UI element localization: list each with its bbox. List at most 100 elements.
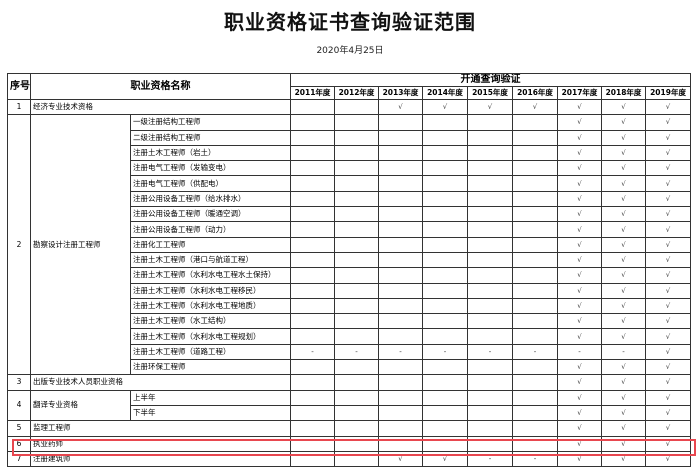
empty-cell bbox=[290, 144, 335, 162]
empty-cell bbox=[467, 206, 513, 223]
empty-cell bbox=[512, 389, 558, 406]
empty-cell bbox=[467, 251, 513, 269]
empty-cell bbox=[378, 297, 423, 315]
qualification-name: 出版专业技术人员职业资格 bbox=[30, 374, 291, 391]
check-mark: √ bbox=[601, 175, 646, 192]
empty-cell bbox=[290, 374, 335, 391]
empty-cell bbox=[467, 435, 513, 452]
empty-cell bbox=[334, 114, 379, 131]
empty-cell bbox=[467, 359, 513, 376]
check-mark: √ bbox=[512, 98, 558, 116]
empty-cell bbox=[422, 175, 468, 192]
dash-mark: - bbox=[512, 450, 558, 468]
check-mark: √ bbox=[422, 450, 468, 468]
empty-cell bbox=[334, 190, 379, 208]
empty-cell bbox=[334, 129, 379, 146]
sub-qualification: 一级注册结构工程师 bbox=[130, 114, 291, 131]
check-mark: √ bbox=[467, 98, 513, 116]
sub-qualification: 注册土木工程师（岩土） bbox=[130, 144, 291, 162]
dash-mark: - bbox=[557, 343, 602, 361]
header-year: 2017年度 bbox=[557, 86, 602, 100]
empty-cell bbox=[467, 328, 513, 345]
empty-cell bbox=[512, 313, 558, 330]
check-mark: √ bbox=[557, 297, 602, 315]
empty-cell bbox=[290, 313, 335, 330]
check-mark: √ bbox=[557, 206, 602, 223]
header-year: 2018年度 bbox=[601, 86, 646, 100]
check-mark: √ bbox=[557, 190, 602, 208]
check-mark: √ bbox=[644, 98, 692, 116]
table-row: 注册公用设备工程师（暖通空调） √ √ √ bbox=[8, 206, 692, 223]
empty-cell bbox=[378, 374, 423, 391]
check-mark: √ bbox=[644, 359, 692, 376]
sub-qualification: 注册环保工程师 bbox=[130, 359, 291, 376]
empty-cell bbox=[422, 374, 468, 391]
check-mark: √ bbox=[644, 313, 692, 330]
check-mark: √ bbox=[557, 420, 602, 437]
empty-cell bbox=[290, 129, 335, 146]
empty-cell bbox=[422, 190, 468, 208]
table-row: 注册环保工程师 √ √ √ bbox=[8, 359, 692, 376]
header-year: 2013年度 bbox=[378, 86, 423, 100]
empty-cell bbox=[334, 206, 379, 223]
table-row: 6 执业药师 √ √ √ bbox=[7, 435, 692, 452]
empty-cell bbox=[378, 190, 423, 208]
check-mark: √ bbox=[422, 98, 468, 116]
qualification-name: 监理工程师 bbox=[30, 420, 291, 437]
empty-cell bbox=[334, 420, 379, 437]
empty-cell bbox=[378, 114, 423, 131]
check-mark: √ bbox=[644, 404, 692, 422]
check-mark: √ bbox=[644, 221, 692, 238]
header-year: 2011年度 bbox=[290, 86, 335, 100]
sub-qualification: 注册公用设备工程师（给水排水） bbox=[130, 190, 291, 208]
dash-mark: - bbox=[467, 343, 513, 361]
check-mark: √ bbox=[557, 251, 602, 269]
check-mark: √ bbox=[601, 251, 646, 269]
empty-cell bbox=[334, 389, 379, 406]
check-mark: √ bbox=[378, 450, 423, 468]
empty-cell bbox=[422, 389, 468, 406]
empty-cell bbox=[467, 236, 513, 253]
check-mark: √ bbox=[601, 282, 646, 299]
empty-cell bbox=[512, 420, 558, 437]
sub-qualification: 上半年 bbox=[130, 389, 291, 406]
row-number: 1 bbox=[7, 98, 31, 116]
check-mark: √ bbox=[557, 98, 602, 116]
check-mark: √ bbox=[644, 435, 692, 452]
table-row: 注册电气工程师（发输变电） √ √ √ bbox=[8, 160, 692, 177]
check-mark: √ bbox=[601, 328, 646, 345]
empty-cell bbox=[422, 160, 468, 177]
qualification-table: 序号 职业资格名称 开通查询验证 2011年度 2012年度 2013年度 2014年… bbox=[7, 73, 692, 468]
page-title: 职业资格证书查询验证范围 bbox=[224, 10, 476, 34]
empty-cell bbox=[378, 160, 423, 177]
empty-cell bbox=[512, 282, 558, 299]
empty-cell bbox=[512, 114, 558, 131]
row-number: 3 bbox=[7, 374, 31, 391]
check-mark: √ bbox=[601, 206, 646, 223]
sub-qualification: 注册土木工程师（水利水电工程规划） bbox=[130, 328, 291, 345]
empty-cell bbox=[422, 282, 468, 299]
check-mark: √ bbox=[601, 190, 646, 208]
sub-qualification: 注册公用设备工程师（暖通空调） bbox=[130, 206, 291, 223]
check-mark: √ bbox=[557, 236, 602, 253]
empty-cell bbox=[290, 389, 335, 406]
sub-qualification: 注册公用设备工程师（动力） bbox=[130, 221, 291, 238]
check-mark: √ bbox=[644, 190, 692, 208]
empty-cell bbox=[467, 221, 513, 238]
empty-cell bbox=[378, 251, 423, 269]
empty-cell bbox=[334, 328, 379, 345]
check-mark: √ bbox=[644, 389, 692, 406]
empty-cell bbox=[512, 160, 558, 177]
check-mark: √ bbox=[557, 404, 602, 422]
empty-cell bbox=[378, 435, 423, 452]
sub-qualification: 二级注册结构工程师 bbox=[130, 129, 291, 146]
empty-cell bbox=[512, 297, 558, 315]
sub-qualification: 注册土木工程师（水利水电工程移民） bbox=[130, 282, 291, 299]
check-mark: √ bbox=[601, 114, 646, 131]
empty-cell bbox=[422, 251, 468, 269]
empty-cell bbox=[290, 236, 335, 253]
check-mark: √ bbox=[644, 129, 692, 146]
check-mark: √ bbox=[644, 144, 692, 162]
check-mark: √ bbox=[644, 374, 692, 391]
qualification-name: 经济专业技术资格 bbox=[30, 98, 291, 116]
